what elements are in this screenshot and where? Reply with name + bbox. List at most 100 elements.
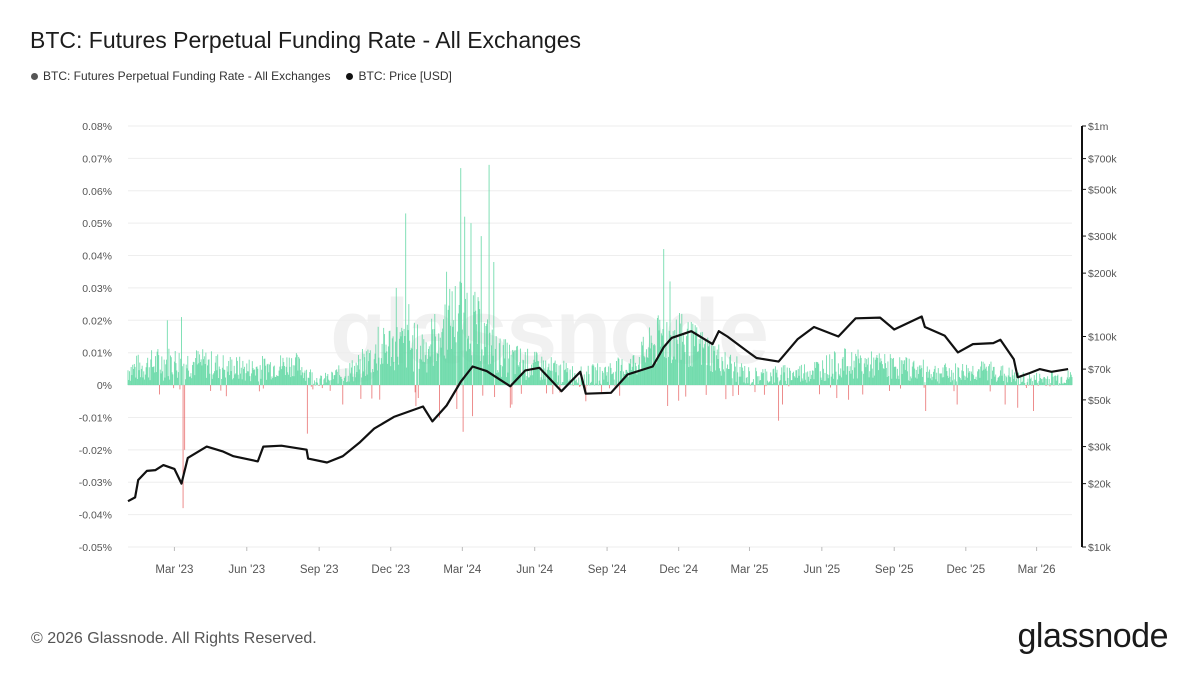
funding-rate-bar <box>130 367 132 386</box>
funding-rate-bar <box>983 369 985 386</box>
funding-rate-bar <box>976 379 978 386</box>
funding-rate-bar <box>168 348 170 386</box>
funding-rate-bar <box>430 344 432 386</box>
x-axis: Mar '23 Jun '23 Sep '23 Dec '23 Mar '24 Jun '… <box>155 547 1056 576</box>
funding-rate-bar <box>575 380 577 386</box>
funding-rate-bar <box>432 365 434 386</box>
funding-rate-bar <box>839 375 841 386</box>
funding-rate-bar <box>136 378 138 386</box>
funding-rate-bar <box>841 358 843 386</box>
funding-rate-bar <box>188 376 190 386</box>
funding-rate-bar <box>267 363 269 386</box>
funding-rate-bar <box>955 363 957 386</box>
funding-rate-bar <box>259 365 261 386</box>
funding-rate-bar <box>714 346 716 386</box>
funding-rate-bar <box>938 383 940 386</box>
funding-rate-bar <box>673 356 675 386</box>
funding-rate-bar <box>380 364 381 386</box>
funding-rate-bar <box>611 374 613 386</box>
funding-rate-bar <box>1014 381 1016 386</box>
funding-rate-bar <box>530 375 532 386</box>
funding-rate-bar <box>612 372 614 386</box>
funding-rate-bar <box>514 374 516 386</box>
x-tick-label: Sep '25 <box>875 564 914 576</box>
funding-rate-bar <box>472 295 474 386</box>
funding-rate-bar <box>258 381 260 386</box>
funding-rate-bar <box>479 361 481 386</box>
funding-rate-bar <box>919 369 921 386</box>
funding-rate-bar <box>1014 372 1016 386</box>
funding-rate-bar <box>479 309 481 386</box>
funding-rate-bar <box>306 369 308 386</box>
funding-rate-bar <box>374 353 376 386</box>
funding-rate-bar <box>986 370 988 386</box>
funding-rate-bar <box>833 378 835 386</box>
funding-rate-bar <box>703 348 705 386</box>
funding-rate-bar <box>134 366 136 386</box>
funding-rate-bar <box>274 376 276 386</box>
funding-rate-bar <box>874 359 876 386</box>
funding-rate-bar <box>591 365 593 386</box>
funding-rate-bar <box>608 366 610 386</box>
funding-rate-bar <box>167 376 169 386</box>
funding-rate-bar <box>395 287 397 386</box>
funding-rate-bar <box>775 372 777 386</box>
funding-rate-bar <box>865 367 867 386</box>
funding-rate-bar <box>379 385 381 400</box>
funding-rate-bar <box>145 367 147 386</box>
funding-rate-bar <box>797 377 798 386</box>
funding-rate-bar <box>249 376 251 386</box>
funding-rate-bar <box>645 362 647 386</box>
funding-rate-bar <box>933 371 934 386</box>
funding-rate-bar <box>320 375 322 386</box>
funding-rate-bar <box>492 355 494 386</box>
funding-rate-bar <box>369 352 370 386</box>
legend-item-funding-rate[interactable]: BTC: Futures Perpetual Funding Rate - Al… <box>31 69 330 83</box>
funding-rate-bar <box>327 374 329 386</box>
funding-rate-bar <box>169 379 171 386</box>
funding-rate-bar <box>464 216 466 386</box>
funding-rate-bar <box>377 326 379 386</box>
funding-rate-bar <box>863 363 865 386</box>
funding-rate-bar <box>517 365 519 386</box>
funding-rate-bar <box>487 364 489 386</box>
funding-rate-bar <box>675 359 676 386</box>
funding-rate-bar <box>817 362 819 386</box>
funding-rate-bar <box>494 385 496 398</box>
funding-rate-bar <box>992 366 994 386</box>
funding-rate-bar <box>346 382 348 386</box>
legend-item-price[interactable]: BTC: Price [USD] <box>346 69 452 83</box>
funding-rate-bar <box>156 351 158 386</box>
funding-rate-bar <box>584 384 586 386</box>
funding-rate-bar <box>601 385 603 394</box>
funding-rate-bar <box>731 378 733 386</box>
funding-rate-bar <box>898 379 900 386</box>
funding-rate-bar <box>953 385 955 392</box>
funding-rate-bar <box>889 385 890 391</box>
funding-rate-bar <box>163 359 165 386</box>
funding-rate-bar <box>877 357 879 386</box>
left-tick-label: 0.07% <box>82 153 112 165</box>
funding-rate-bar <box>719 371 721 386</box>
funding-rate-bar <box>615 371 617 386</box>
funding-rate-bar <box>214 371 215 386</box>
funding-rate-bar <box>392 336 394 386</box>
funding-rate-bar <box>941 377 943 386</box>
funding-rate-bar <box>485 325 487 386</box>
funding-rate-bar <box>662 329 664 386</box>
funding-rate-bar <box>849 366 851 386</box>
funding-rate-bar <box>763 372 765 386</box>
funding-rate-bar <box>280 355 282 386</box>
funding-rate-bar <box>234 374 236 386</box>
funding-rate-bar <box>475 310 477 386</box>
funding-rate-bar <box>831 358 833 386</box>
funding-rate-bar <box>970 380 971 386</box>
funding-rate-bar <box>396 327 398 386</box>
funding-rate-bar <box>989 385 991 392</box>
funding-rate-bar <box>1040 379 1042 386</box>
funding-rate-bar <box>217 354 219 386</box>
funding-rate-bar <box>815 367 816 386</box>
funding-rate-bar <box>355 362 357 386</box>
funding-rate-bar <box>863 373 864 386</box>
